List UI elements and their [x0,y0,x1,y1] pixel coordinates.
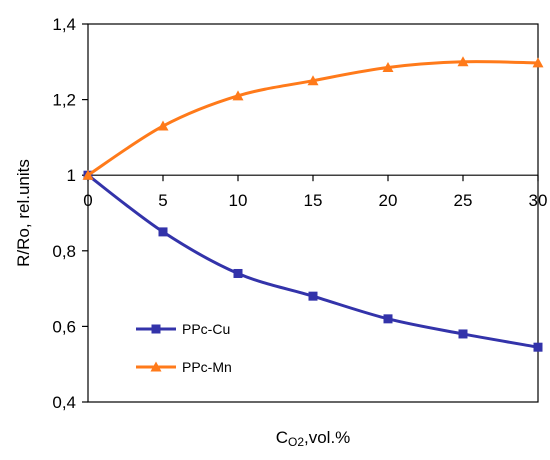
x-axis-title-main: C [276,428,288,447]
y-tick-label: 1,2 [52,91,76,110]
data-point [307,75,319,86]
x-axis-title-suffix: ,vol.% [304,428,350,447]
legend-label: PPc-Mn [182,359,232,375]
plot-area [87,23,539,403]
series-1 [82,56,544,180]
data-point [82,169,94,180]
x-tick-label: 30 [529,191,548,210]
data-point [308,291,318,301]
legend-label: PPc-Cu [182,321,230,337]
x-tick-label: 25 [454,191,473,210]
x-tick-label: 0 [83,191,92,210]
y-tick-label: 1 [67,166,76,185]
data-point [457,56,469,67]
y-tick-label: 0,8 [52,242,76,261]
y-tick-label: 0,4 [52,393,76,412]
data-point [532,57,544,68]
data-point [157,120,169,131]
legend-marker [151,324,161,334]
y-tick-label: 1,4 [52,15,76,34]
x-axis: 0 5 10 15 20 25 30 [83,175,547,210]
x-tick-label: 10 [229,191,248,210]
x-tick-label: 5 [158,191,167,210]
y-axis-title: R/Ro, rel.units [14,159,33,267]
series-lines [82,56,544,352]
legend-marker [150,361,162,372]
y-tick-label: 0,6 [52,317,76,336]
data-point [233,268,243,278]
data-point [458,329,468,339]
data-point [158,227,168,237]
data-point [533,342,543,352]
x-tick-label: 20 [379,191,398,210]
data-point [232,90,244,101]
data-point [382,61,394,72]
x-tick-label: 15 [304,191,323,210]
y-axis: 0,4 0,6 0,8 1 1,2 1,4 [52,15,88,412]
x-axis-title-subscript: O2 [288,435,304,449]
x-axis-title: CO2,vol.% [276,428,351,449]
data-point [383,314,393,324]
legend: PPc-Cu PPc-Mn [136,321,232,375]
